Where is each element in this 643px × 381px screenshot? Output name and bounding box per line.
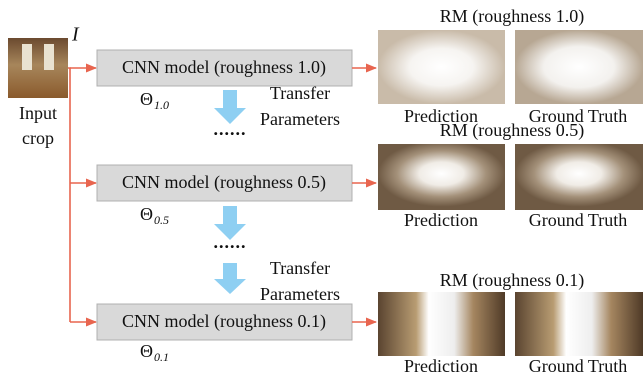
transfer-label: Transfer [270,83,330,103]
param-symbol: Θ [140,341,153,361]
ground-truth-label: Ground Truth [529,356,628,376]
prediction-image [378,292,505,356]
input-window [22,44,32,70]
param-subscript: 1.0 [154,98,169,112]
ground-truth-image [515,292,643,356]
ellipsis: ...... [214,232,247,252]
input-label: Input [19,103,57,123]
result-title: RM (roughness 0.1) [440,270,585,291]
prediction-label: Prediction [404,356,478,376]
ground-truth-image [515,144,643,210]
input-symbol: I [71,24,80,46]
model-label: CNN model (roughness 0.1) [122,311,326,332]
model-label: CNN model (roughness 0.5) [122,172,326,193]
param-subscript: 0.5 [154,213,169,227]
param-symbol: Θ [140,89,153,109]
result-title: RM (roughness 1.0) [440,6,585,27]
param-subscript: 0.1 [154,350,169,364]
prediction-label: Prediction [404,210,478,230]
input-image [8,38,68,98]
result-title: RM (roughness 0.5) [440,120,585,141]
input-label: crop [22,128,54,148]
diagram: I Input crop CNN model (roughness 1.0) C… [0,0,643,381]
transfer-label: Transfer [270,258,330,278]
ellipsis: ...... [214,119,247,139]
transfer-label: Parameters [260,284,340,304]
prediction-image [378,144,505,210]
model-label: CNN model (roughness 1.0) [122,57,326,78]
prediction-image [378,30,505,104]
connector [68,68,70,322]
input-window [44,44,54,70]
ground-truth-label: Ground Truth [529,210,628,230]
param-symbol: Θ [140,204,153,224]
ground-truth-image [515,30,643,104]
transfer-arrow [214,263,246,294]
transfer-label: Parameters [260,109,340,129]
